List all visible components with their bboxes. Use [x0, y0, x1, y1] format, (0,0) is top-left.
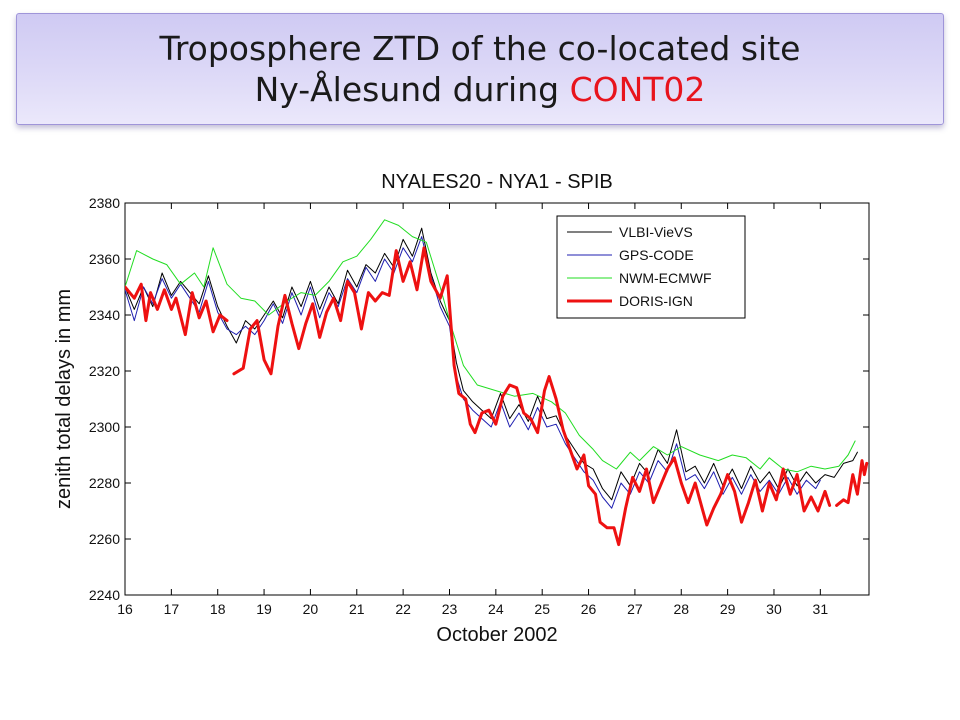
- y-tick-label: 2300: [89, 419, 120, 435]
- legend-entry: NWM-ECMWF: [619, 270, 712, 286]
- legend-entry: VLBI-VieVS: [619, 224, 693, 240]
- y-tick-label: 2340: [89, 307, 120, 323]
- plot-frame: [124, 202, 870, 596]
- x-tick-label: 19: [256, 601, 272, 617]
- ztd-line-chart: NYALES20 - NYA1 - SPIB 2240 2260 2280 2300 23…: [53, 171, 870, 646]
- series-line-gps-code: [125, 236, 821, 509]
- x-tick-label: 28: [673, 601, 689, 617]
- x-tick-label: 25: [534, 601, 550, 617]
- y-tick-label: 2260: [89, 531, 120, 547]
- x-axis-label: October 2002: [436, 624, 557, 646]
- slide-title-box: Troposphere ZTD of the co-located site N…: [16, 13, 944, 125]
- x-tick-label: 20: [303, 601, 319, 617]
- x-tick-label: 29: [720, 601, 736, 617]
- x-tick-label: 18: [210, 601, 226, 617]
- y-tick-label: 2320: [89, 363, 120, 379]
- x-tick-label: 21: [349, 601, 365, 617]
- slide-title-line2-prefix: Ny-Ålesund during: [254, 70, 570, 109]
- legend-entry: GPS-CODE: [619, 247, 694, 263]
- y-tick-label: 2380: [89, 195, 120, 211]
- x-tick-label: 16: [117, 601, 133, 617]
- legend-entry: DORIS-IGN: [619, 293, 693, 309]
- series-line-nwm-ecmwf: [125, 219, 856, 473]
- y-axis-label: zenith total delays in mm: [53, 289, 75, 509]
- x-tick-label: 17: [164, 601, 180, 617]
- x-tick-label: 30: [766, 601, 782, 617]
- y-tick-label: 2360: [89, 251, 120, 267]
- x-tick-label: 27: [627, 601, 643, 617]
- series-line-vlbi-vievs: [125, 227, 858, 501]
- chart-title: NYALES20 - NYA1 - SPIB: [381, 171, 613, 193]
- x-tick-label: 31: [813, 601, 829, 617]
- series-line-doris-ign: [232, 246, 832, 547]
- slide-title-line1: Troposphere ZTD of the co-located site: [159, 29, 801, 68]
- y-tick-label: 2280: [89, 475, 120, 491]
- slide-title-highlight: CONT02: [569, 70, 706, 109]
- chart-root: NYALES20 - NYA1 - SPIB 2240 2260 2280 2300 23…: [53, 171, 870, 646]
- series-line-doris-ign: [835, 459, 869, 507]
- x-tick-label: 24: [488, 601, 504, 617]
- y-tick-label: 2240: [89, 587, 120, 603]
- x-tick-label: 26: [581, 601, 597, 617]
- x-tick-label: 23: [442, 601, 458, 617]
- series-line-doris-ign: [125, 282, 229, 337]
- slide-title-line2: Ny-Ålesund during CONT02: [17, 69, 943, 110]
- x-tick-label: 22: [395, 601, 411, 617]
